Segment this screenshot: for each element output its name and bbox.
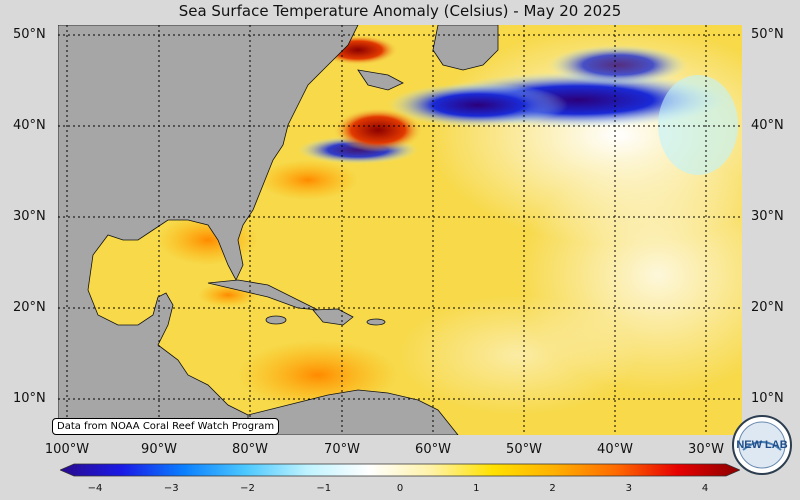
lat-label-10-left: 10°N: [13, 391, 46, 406]
colorbar-tick-label: 1: [473, 483, 480, 494]
colorbar-svg: [58, 463, 742, 477]
lon-label-60w: 60°W: [415, 442, 451, 457]
jamaica-land: [265, 315, 287, 325]
colorbar-tick-label: −1: [316, 483, 332, 494]
colorbar-tick-label: 4: [701, 483, 709, 494]
cold-anomaly: [548, 45, 688, 85]
lon-label-100w: 100°W: [44, 442, 90, 457]
colorbar: [58, 462, 742, 477]
graticule: [58, 25, 742, 435]
lon-label-70w: 70°W: [324, 442, 360, 457]
lon-label-80w: 80°W: [232, 442, 268, 457]
cool-anomaly: [658, 75, 738, 175]
svg-text:NEW LAB: NEW LAB: [736, 439, 787, 451]
lat-label-40-right: 40°N: [751, 118, 784, 133]
colorbar-bar: [58, 463, 742, 477]
lon-label-90w: 90°W: [141, 442, 177, 457]
lat-label-20-left: 20°N: [13, 300, 46, 315]
colorbar-tick-label: −4: [87, 483, 103, 494]
canada-land: [432, 25, 499, 71]
colorbar-tick-label: 3: [625, 483, 632, 494]
lat-label-30-right: 30°N: [751, 209, 784, 224]
nova-scotia-land: [357, 69, 404, 91]
lat-label-20-right: 20°N: [751, 300, 784, 315]
lon-label-30w: 30°W: [688, 442, 724, 457]
lat-label-30-left: 30°N: [13, 209, 46, 224]
map-canvas: [58, 25, 742, 435]
puerto-rico-land: [366, 318, 386, 326]
south-america-land: [247, 389, 459, 435]
lat-label-40-left: 40°N: [13, 118, 46, 133]
colorbar-tick-label: 2: [549, 483, 556, 494]
pale-region: [398, 295, 638, 415]
lon-label-50w: 50°W: [506, 442, 542, 457]
hot-anomaly: [333, 108, 423, 152]
north-america-land: [58, 25, 359, 435]
lat-label-50-right: 50°N: [751, 27, 784, 42]
lat-label-10-right: 10°N: [751, 391, 784, 406]
hispaniola-land: [312, 308, 354, 326]
colorbar-tick-label: −3: [163, 483, 179, 494]
warm-anomaly: [258, 160, 358, 200]
logo-svg: NEW LAB: [732, 415, 792, 475]
colorbar-tick-label: 0: [396, 483, 404, 494]
colorbar-tick-label: −2: [240, 483, 255, 494]
map-title: Sea Surface Temperature Anomaly (Celsius…: [178, 2, 622, 20]
data-credit: Data from NOAA Coral Reef Watch Program: [52, 418, 280, 435]
lat-label-50-left: 50°N: [13, 27, 46, 42]
new-lab-logo: NEW LAB: [731, 414, 793, 476]
lon-label-40w: 40°W: [597, 442, 633, 457]
sst-anomaly-map: [58, 25, 742, 435]
